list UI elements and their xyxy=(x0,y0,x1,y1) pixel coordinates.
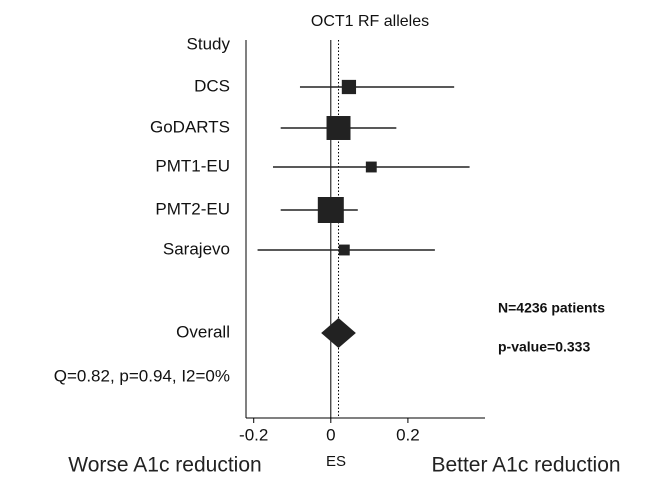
study-label: GoDARTS xyxy=(150,117,230,136)
overall-label: Overall xyxy=(176,322,230,341)
effect-marker xyxy=(341,79,357,95)
effect-marker xyxy=(338,244,350,256)
study-label: PMT2-EU xyxy=(155,199,230,218)
heterogeneity: Q=0.82, p=0.94, I2=0% xyxy=(54,366,230,385)
study-label: Sarajevo xyxy=(163,239,230,258)
chart-title: OCT1 RF alleles xyxy=(311,13,429,30)
x-tick-label: 0.2 xyxy=(396,425,420,444)
overall-diamond xyxy=(321,318,356,348)
left-label: Worse A1c reduction xyxy=(68,454,261,477)
study-label: DCS xyxy=(194,76,230,95)
effect-marker xyxy=(365,161,377,173)
x-tick-label: 0 xyxy=(326,425,335,444)
effect-marker xyxy=(326,116,351,140)
x-axis-label: ES xyxy=(326,453,346,470)
x-tick-label: -0.2 xyxy=(239,425,268,444)
annotation: p-value=0.333 xyxy=(498,339,590,355)
annotation: N=4236 patients xyxy=(498,300,605,316)
study-label: PMT1-EU xyxy=(155,156,230,175)
column-label: Study xyxy=(187,34,231,53)
effect-marker xyxy=(317,197,344,223)
right-label: Better A1c reduction xyxy=(431,454,620,477)
